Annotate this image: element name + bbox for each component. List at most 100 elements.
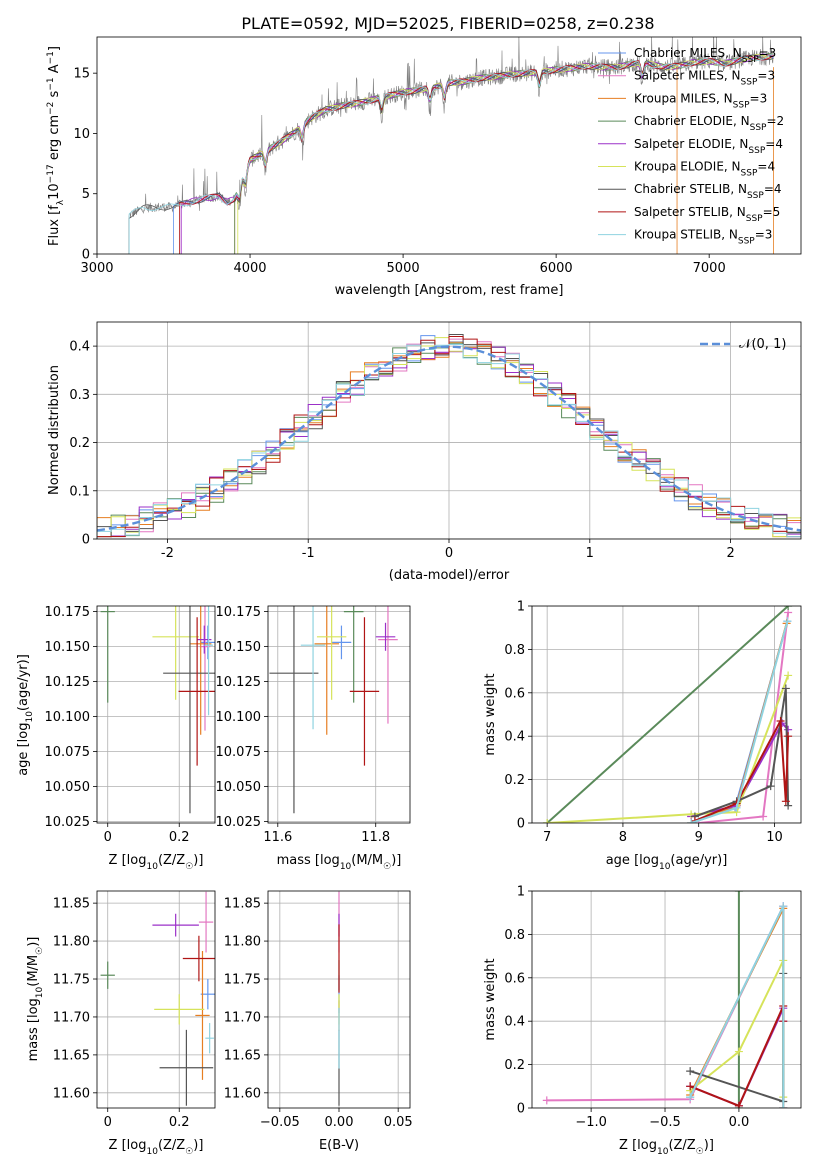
y-tick-label: 11.85: [224, 897, 261, 912]
spectrum-xlabel: wavelength [Angstrom, rest frame]: [335, 283, 564, 298]
age_vs_mass-xlabel-part: (M/M: [351, 853, 383, 868]
age_vs_Z-xlabel: Z [log10(Z/Z☉)]: [109, 853, 204, 872]
x-tick-label: 6000: [540, 261, 573, 276]
age_vs_Z-xlabel-part: 10: [146, 862, 158, 872]
legend-label-6: Chabrier STELIB, NSSP=4: [634, 182, 782, 201]
age_vs_Z-ylabel: age [log10(age/yr)]: [16, 654, 35, 776]
legend-label-4-part: Salpeter ELODIE, N: [634, 137, 748, 151]
hist-ylabel: Normed distribution: [47, 365, 62, 495]
mw-marker-8: [783, 617, 792, 626]
x-tick-label: 4000: [233, 261, 266, 276]
mass_vs_Z-ylabel-part: mass [log: [26, 998, 41, 1061]
mw-marker-5: [734, 1047, 743, 1056]
mass_weight_vs_age-xlabel-part: 10: [659, 862, 671, 872]
mw-marker-8: [686, 1093, 695, 1102]
plot-area: [268, 606, 410, 823]
spectrum-model-2: [234, 52, 774, 254]
x-tick-label: 3000: [80, 261, 113, 276]
panel-age_vs_mass: 11.6 11.8 10.025 10.050 10.075 10.100 10.125 10…: [216, 605, 411, 872]
legend-label-3: Chabrier ELODIE, NSSP=2: [634, 114, 784, 133]
y-tick-label: 0: [517, 1102, 525, 1117]
x-tick-label: 0.2: [169, 1115, 190, 1130]
axes-frame: [96, 36, 802, 255]
legend-label-8: Kroupa STELIB, NSSP=3: [634, 228, 772, 247]
y-tick-label: 11.65: [53, 1048, 90, 1063]
mass_weight_vs_Z-xlabel-part: )]: [704, 1138, 714, 1153]
plot-area: [97, 606, 215, 823]
spectrum-ylabel-part: −2: [46, 102, 56, 115]
y-tick-label: 0.4: [504, 1015, 525, 1030]
legend-label-8-part: Kroupa STELIB, N: [634, 228, 738, 242]
age_vs_mass-xlabel-part: ☉: [383, 862, 391, 872]
y-tick-label: 10.075: [216, 745, 262, 760]
x-tick-label: 0: [445, 546, 453, 561]
y-tick-label: 0.3: [69, 388, 90, 403]
x-tick-label: 10: [766, 830, 783, 845]
mass_weight_vs_age-xlabel-part: (age/yr)]: [670, 853, 727, 868]
legend-label-6-part: =4: [764, 182, 782, 196]
y-tick-label: 11.80: [224, 935, 261, 950]
age_vs_mass-xlabel-part: )]: [391, 853, 401, 868]
age_vs_Z-xlabel-part: )]: [193, 853, 203, 868]
legend-label-4: Salpeter ELODIE, NSSP=4: [634, 137, 783, 156]
y-tick-label: 11.85: [53, 897, 90, 912]
mw-marker-6: [784, 801, 793, 810]
age_vs_Z-xlabel-part: (Z/Z: [158, 853, 185, 868]
mw-marker-1: [759, 812, 768, 821]
x-tick-label: 5000: [387, 261, 420, 276]
mw-marker-8: [732, 803, 741, 812]
y-tick-label: 0.4: [504, 730, 525, 745]
x-tick-label: 2: [726, 546, 734, 561]
spectrum-ylabel-part: A: [47, 64, 62, 77]
spectrum-ylabel-part: −1: [46, 51, 56, 64]
mass_vs_Z-ylabel-part: ☉: [35, 947, 45, 955]
spectrum-ylabel-part: 10: [47, 183, 62, 200]
mw-marker-5: [687, 810, 696, 819]
mass_vs_Z-ylabel-part: 10: [35, 986, 45, 998]
mass_weight_vs_Z-xlabel-part: Z [log: [619, 1138, 657, 1153]
axes-frame: [531, 605, 802, 824]
gaussian-legend-label-part: 𝒩: [739, 337, 754, 352]
figure-title: PLATE=0592, MJD=52025, FIBERID=0258, z=0…: [241, 14, 654, 33]
legend-label-0-part: =3: [759, 46, 777, 60]
mass_vs_ebv-xlabel: E(B-V): [319, 1138, 359, 1153]
legend-label-4-part: SSP: [748, 146, 765, 156]
age_vs_mass-xlabel-part: mass [log: [277, 853, 340, 868]
mw-marker-8: [779, 1104, 788, 1108]
y-tick-label: 1: [517, 885, 525, 900]
x-tick-label: 0: [104, 1115, 112, 1130]
legend-label-5-part: SSP: [741, 169, 758, 179]
spectrum-model-5: [237, 53, 774, 254]
mass_weight_vs_Z-ylabel: mass weight: [483, 958, 498, 1040]
spectrum-ylabel-part: −17: [46, 164, 56, 183]
legend-label-1: Salpeter MILES, NSSP=3: [634, 69, 775, 88]
spectrum-ylabel-part: s: [47, 90, 62, 101]
plot-area: [268, 891, 410, 1108]
x-tick-label: −1.0: [575, 1115, 607, 1130]
axes-frame: [267, 605, 411, 824]
spectrum-ylabel-part: λ: [56, 199, 66, 205]
gaussian-legend-label: 𝒩(0, 1): [739, 337, 786, 352]
y-tick-label: 11.65: [224, 1048, 261, 1063]
y-tick-label: 5: [82, 187, 90, 202]
axes-frame: [531, 890, 802, 1109]
mw-marker-7: [784, 732, 793, 741]
legend-label-7-part: SSP: [746, 214, 763, 224]
legend-label-5-part: Kroupa ELODIE, N: [634, 160, 741, 174]
legend-label-0-part: SSP: [742, 55, 759, 65]
y-tick-label: 15: [73, 67, 90, 82]
legend-label-0-part: Chabrier MILES, N: [634, 46, 742, 60]
x-tick-label: 11.8: [361, 830, 390, 845]
plot-area: [97, 891, 215, 1108]
y-tick-label: 10.125: [216, 675, 262, 690]
mw-marker-6: [766, 782, 775, 791]
x-tick-label: 1: [586, 546, 594, 561]
mw-marker-7: [686, 1082, 695, 1091]
x-tick-label: 7000: [693, 261, 726, 276]
mass_weight_vs_age-xlabel: age [log10(age/yr)]: [606, 853, 728, 872]
y-tick-label: 0.2: [69, 436, 90, 451]
